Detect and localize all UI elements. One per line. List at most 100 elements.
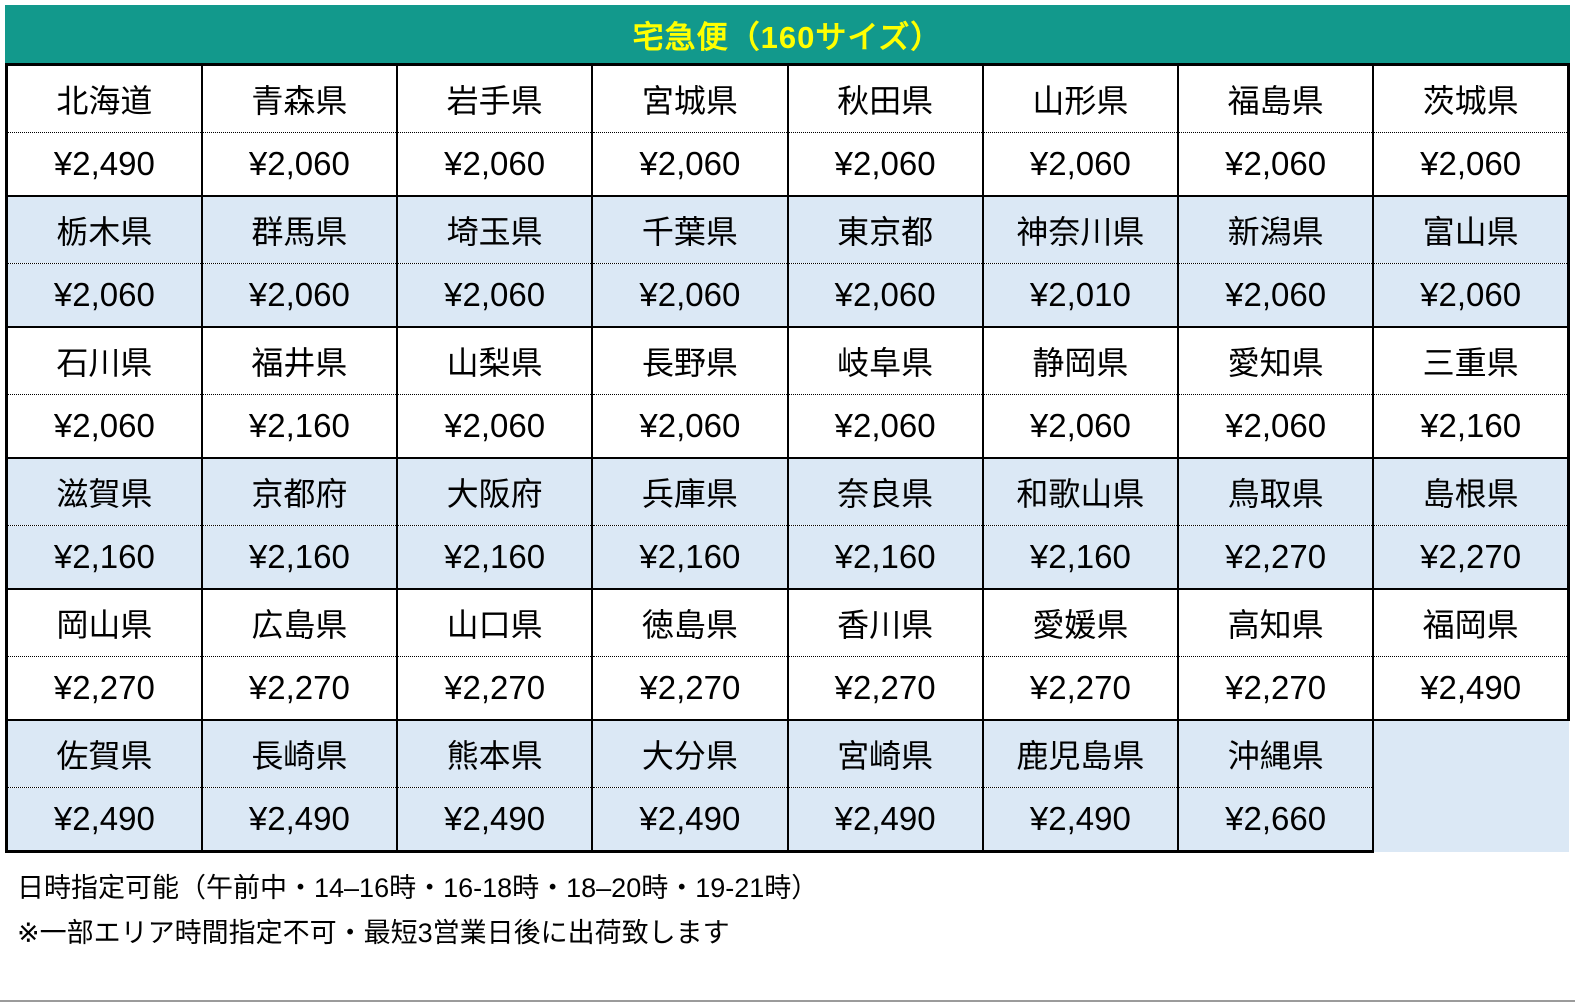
price-cell: ¥2,060: [981, 394, 1180, 459]
prefecture-cell: 千葉県: [591, 195, 789, 264]
prefecture-cell: 大分県: [591, 719, 789, 788]
price-row: ¥2,060 ¥2,160 ¥2,060 ¥2,060 ¥2,060 ¥2,060 ¥2,0…: [5, 394, 1570, 459]
price-cell: ¥2,060: [591, 394, 789, 459]
price-row: ¥2,160 ¥2,160 ¥2,160 ¥2,160 ¥2,160 ¥2,160 ¥2,2…: [5, 525, 1570, 590]
price-cell: ¥2,010: [981, 263, 1180, 328]
price-cell: ¥2,160: [395, 525, 594, 590]
price-cell: ¥2,490: [5, 132, 203, 197]
prefecture-cell: 愛媛県: [981, 588, 1180, 657]
empty-cell: [1372, 787, 1569, 852]
price-row: ¥2,490 ¥2,060 ¥2,060 ¥2,060 ¥2,060 ¥2,060 ¥2,0…: [5, 132, 1570, 197]
price-cell: ¥2,270: [5, 656, 203, 721]
prefecture-cell: 山口県: [395, 588, 594, 657]
prefecture-cell: 奈良県: [786, 457, 984, 526]
prefecture-cell: 栃木県: [5, 195, 203, 264]
price-cell: ¥2,660: [1176, 787, 1375, 853]
price-cell: ¥2,060: [1372, 263, 1570, 328]
prefecture-row: 石川県 福井県 山梨県 長野県 岐阜県 静岡県 愛知県 三重県: [5, 326, 1570, 395]
prefecture-cell: 秋田県: [786, 63, 984, 133]
price-cell: ¥2,060: [1176, 132, 1375, 197]
prefecture-cell: 滋賀県: [5, 457, 203, 526]
prefecture-cell: 香川県: [786, 588, 984, 657]
price-cell: ¥2,490: [1372, 656, 1570, 721]
prefecture-row: 滋賀県 京都府 大阪府 兵庫県 奈良県 和歌山県 鳥取県 島根県: [5, 457, 1570, 526]
prefecture-cell: 宮崎県: [786, 719, 984, 788]
prefecture-cell: 福岡県: [1372, 588, 1570, 657]
prefecture-row: 北海道 青森県 岩手県 宮城県 秋田県 山形県 福島県 茨城県: [5, 63, 1570, 133]
price-cell: ¥2,490: [786, 787, 984, 853]
prefecture-cell: 山梨県: [395, 326, 594, 395]
price-cell: ¥2,160: [200, 525, 399, 590]
price-cell: ¥2,060: [786, 132, 984, 197]
price-cell: ¥2,060: [395, 263, 594, 328]
prefecture-cell: 埼玉県: [395, 195, 594, 264]
price-cell: ¥2,490: [981, 787, 1180, 853]
prefecture-cell: 宮城県: [591, 63, 789, 133]
prefecture-cell: 岐阜県: [786, 326, 984, 395]
prefecture-row: 岡山県 広島県 山口県 徳島県 香川県 愛媛県 高知県 福岡県: [5, 588, 1570, 657]
empty-cell: [1372, 719, 1569, 788]
prefecture-cell: 青森県: [200, 63, 399, 133]
prefecture-cell: 静岡県: [981, 326, 1180, 395]
prefecture-cell: 福島県: [1176, 63, 1375, 133]
price-cell: ¥2,060: [395, 132, 594, 197]
price-cell: ¥2,160: [591, 525, 789, 590]
price-row: ¥2,490 ¥2,490 ¥2,490 ¥2,490 ¥2,490 ¥2,490 ¥2,6…: [5, 787, 1569, 853]
price-cell: ¥2,060: [200, 132, 399, 197]
price-cell: ¥2,270: [1372, 525, 1570, 590]
prefecture-cell: 和歌山県: [981, 457, 1180, 526]
prefecture-cell: 岡山県: [5, 588, 203, 657]
price-cell: ¥2,490: [591, 787, 789, 853]
price-cell: ¥2,270: [591, 656, 789, 721]
prefecture-cell: 沖縄県: [1176, 719, 1375, 788]
price-cell: ¥2,060: [5, 263, 203, 328]
prefecture-cell: 石川県: [5, 326, 203, 395]
price-row: ¥2,060 ¥2,060 ¥2,060 ¥2,060 ¥2,060 ¥2,010 ¥2,0…: [5, 263, 1570, 328]
prefecture-cell: 鹿児島県: [981, 719, 1180, 788]
prefecture-cell: 北海道: [5, 63, 203, 133]
prefecture-cell: 新潟県: [1176, 195, 1375, 264]
prefecture-row: 栃木県 群馬県 埼玉県 千葉県 東京都 神奈川県 新潟県 富山県: [5, 195, 1570, 264]
price-cell: ¥2,060: [1176, 263, 1375, 328]
prefecture-cell: 鳥取県: [1176, 457, 1375, 526]
price-cell: ¥2,060: [786, 394, 984, 459]
prefecture-cell: 福井県: [200, 326, 399, 395]
price-cell: ¥2,160: [5, 525, 203, 590]
price-cell: ¥2,160: [1372, 394, 1570, 459]
price-cell: ¥2,060: [981, 132, 1180, 197]
prefecture-cell: 島根県: [1372, 457, 1570, 526]
price-cell: ¥2,270: [1176, 656, 1375, 721]
shipping-price-table: 北海道 青森県 岩手県 宮城県 秋田県 山形県 福島県 茨城県 ¥2,490 ¥2,060 ¥2,0…: [5, 63, 1570, 853]
prefecture-cell: 高知県: [1176, 588, 1375, 657]
price-cell: ¥2,160: [981, 525, 1180, 590]
price-cell: ¥2,060: [1176, 394, 1375, 459]
prefecture-cell: 徳島県: [591, 588, 789, 657]
price-cell: ¥2,490: [200, 787, 399, 853]
shipping-price-table-body: 北海道 青森県 岩手県 宮城県 秋田県 山形県 福島県 茨城県 ¥2,490 ¥2,060 ¥2,0…: [5, 63, 1570, 853]
title-banner: 宅急便（160サイズ）: [5, 5, 1570, 63]
price-cell: ¥2,270: [981, 656, 1180, 721]
prefecture-cell: 愛知県: [1176, 326, 1375, 395]
price-cell: ¥2,060: [395, 394, 594, 459]
footer-notes: 日時指定可能（午前中・14–16時・16-18時・18–20時・19-21時） …: [5, 853, 1570, 956]
prefecture-cell: 熊本県: [395, 719, 594, 788]
prefecture-cell: 三重県: [1372, 326, 1570, 395]
page-title: 宅急便（160サイズ）: [632, 19, 943, 55]
prefecture-cell: 茨城県: [1372, 63, 1570, 133]
prefecture-cell: 広島県: [200, 588, 399, 657]
price-cell: ¥2,060: [786, 263, 984, 328]
price-cell: ¥2,060: [200, 263, 399, 328]
prefecture-cell: 大阪府: [395, 457, 594, 526]
prefecture-cell: 兵庫県: [591, 457, 789, 526]
prefecture-cell: 長野県: [591, 326, 789, 395]
price-cell: ¥2,160: [200, 394, 399, 459]
prefecture-cell: 富山県: [1372, 195, 1570, 264]
prefecture-cell: 長崎県: [200, 719, 399, 788]
prefecture-cell: 神奈川県: [981, 195, 1180, 264]
price-cell: ¥2,270: [395, 656, 594, 721]
prefecture-cell: 岩手県: [395, 63, 594, 133]
price-cell: ¥2,490: [395, 787, 594, 853]
prefecture-cell: 佐賀県: [5, 719, 203, 788]
shipping-restriction-note: ※一部エリア時間指定不可・最短3営業日後に出荷致します: [17, 918, 730, 948]
